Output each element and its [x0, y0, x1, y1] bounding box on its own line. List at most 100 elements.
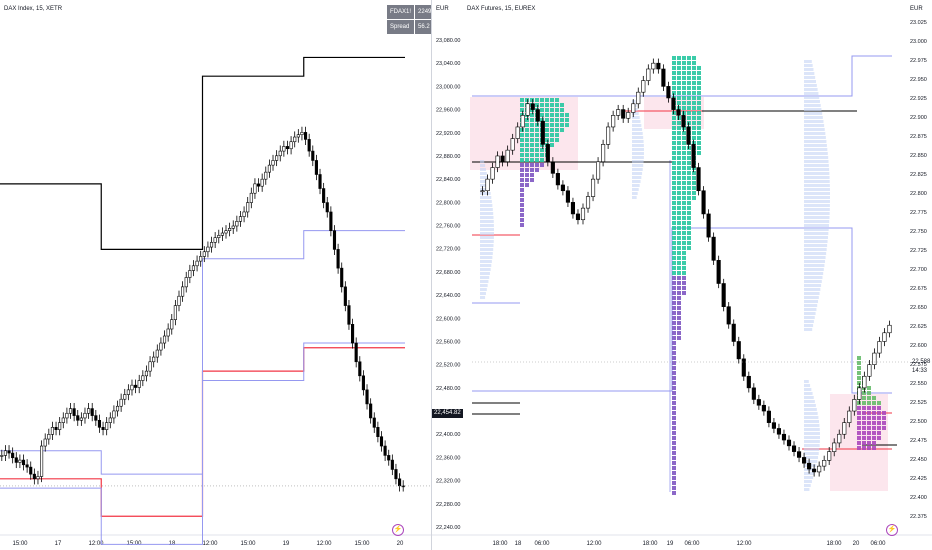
right-volume-profile-cell — [672, 141, 676, 145]
right-candle-body — [721, 283, 726, 307]
right-volume-profile-cell — [872, 406, 876, 410]
left-candle — [390, 454, 394, 476]
right-value-area-bar — [804, 88, 818, 91]
right-value-area-bar — [804, 108, 822, 111]
right-volume-profile-cell — [697, 126, 701, 130]
left-candle — [191, 260, 196, 277]
right-symbol-title[interactable]: DAX Futures, 15, EUREX — [467, 6, 536, 12]
right-volume-profile-cell — [857, 446, 861, 450]
right-candle — [641, 75, 646, 97]
right-volume-profile-cell — [672, 66, 676, 70]
right-candle-body — [575, 213, 581, 221]
right-x-tick-label: 12:00 — [586, 541, 602, 547]
right-volume-profile-cell — [677, 156, 681, 160]
right-volume-profile-cell — [672, 191, 676, 195]
right-candle — [837, 429, 842, 448]
right-volume-profile-cell — [867, 436, 871, 440]
right-volume-profile-cell — [672, 366, 676, 370]
right-volume-profile-cell — [520, 143, 524, 147]
right-volume-profile-cell — [530, 158, 534, 162]
right-volume-profile-cell — [555, 118, 559, 122]
left-candle — [181, 281, 185, 302]
right-lightning-icon[interactable]: ⚡ — [886, 524, 898, 536]
right-value-area-bar — [480, 212, 494, 215]
right-volume-profile-cell — [677, 231, 681, 235]
right-chart-pane[interactable]: 23,080.00 23,040.00 23,000.00 22,960.00 22,9… — [432, 0, 932, 550]
right-candle — [736, 336, 741, 364]
right-candle-body — [540, 120, 545, 145]
left-candle-body — [105, 422, 109, 430]
left-symbol-title[interactable]: DAX Index, 15, XETR — [4, 6, 63, 12]
right-volume-profile-cell — [525, 168, 529, 172]
right-volume-profile-cell — [877, 416, 881, 420]
right-volume-profile-cell — [677, 326, 681, 330]
right-volume-profile-cell — [697, 141, 701, 145]
left-candle-body — [191, 265, 196, 271]
right-volume-profile-cell — [555, 128, 559, 132]
right-volume-profile-cell — [677, 81, 681, 85]
right-candle — [711, 232, 716, 265]
right-candle-body — [726, 306, 731, 325]
left-candle-body — [249, 192, 253, 203]
pane-divider[interactable] — [431, 0, 432, 550]
left-candle — [394, 463, 398, 485]
right-volume-profile-cell — [687, 66, 691, 70]
right-value-area-bar — [632, 136, 644, 139]
left-candle-body — [68, 408, 73, 414]
left-candle — [54, 421, 58, 436]
right-right-y-tick-label: 22.775 — [910, 210, 927, 216]
right-value-area-bar — [480, 200, 492, 203]
left-candle-body — [325, 202, 329, 213]
left-lightning-icon[interactable]: ⚡ — [392, 524, 404, 536]
right-candle — [721, 278, 726, 312]
right-value-area-bar — [804, 264, 825, 267]
right-value-area-bar — [804, 220, 830, 223]
right-candle — [716, 255, 721, 289]
right-volume-profile-cell — [677, 241, 681, 245]
left-candle-body — [260, 178, 264, 187]
left-candle — [97, 414, 102, 433]
right-candle — [485, 174, 490, 196]
right-candle — [791, 441, 797, 457]
left-candle-body — [361, 375, 365, 391]
left-candle-body — [365, 389, 369, 405]
left-candle — [32, 468, 36, 485]
right-chart-canvas[interactable]: 23,080.00 23,040.00 23,000.00 22,960.00 22,9… — [432, 0, 932, 550]
right-volume-profile-cell — [682, 291, 686, 295]
left-candle — [213, 232, 217, 249]
right-volume-profile-cell — [682, 156, 686, 160]
right-candle-body — [646, 68, 651, 81]
right-candle — [606, 122, 611, 149]
right-volume-profile-cell — [672, 326, 676, 330]
left-chart-canvas[interactable]: 15:00 17 12:00 15:00 18 12:00 15:00 19 12:00 15:0… — [0, 0, 432, 550]
right-volume-profile-cell — [565, 123, 569, 127]
right-candle — [796, 446, 802, 463]
left-x-tick-label: 12:00 — [202, 541, 218, 547]
right-value-area-bar — [480, 208, 493, 211]
right-left-y-tick-label: 22,720.00 — [436, 247, 460, 253]
right-volume-profile-cell — [672, 201, 676, 205]
right-right-y-tick-label: 22.900 — [910, 115, 927, 121]
right-candle — [585, 191, 591, 213]
right-value-area-bar — [804, 248, 827, 251]
left-candle-body — [275, 155, 279, 161]
left-candle — [314, 154, 318, 181]
right-right-y-tick-label: 22.750 — [910, 229, 927, 235]
right-volume-profile-cell — [857, 406, 861, 410]
right-candle-body — [505, 149, 510, 163]
right-candle — [862, 371, 867, 393]
right-value-area-bar — [632, 156, 644, 159]
right-volume-profile-cell — [687, 56, 691, 60]
right-left-y-tick-label: 22,680.00 — [436, 270, 460, 276]
right-value-area-bar — [804, 196, 830, 199]
left-chart-pane[interactable]: DAX Index, 15, XETR FDAX1!22491 Spread56… — [0, 0, 432, 550]
right-value-area-bar — [804, 384, 811, 387]
right-volume-profile-cell — [882, 416, 886, 420]
right-volume-profile-cell — [677, 311, 681, 315]
right-right-y-tick-label: 23.025 — [910, 20, 927, 26]
right-candle-body — [781, 433, 787, 441]
left-candle-body — [188, 270, 192, 278]
right-candle-body — [847, 410, 852, 423]
right-candle-body — [651, 62, 656, 70]
right-volume-profile-cell — [692, 131, 696, 135]
